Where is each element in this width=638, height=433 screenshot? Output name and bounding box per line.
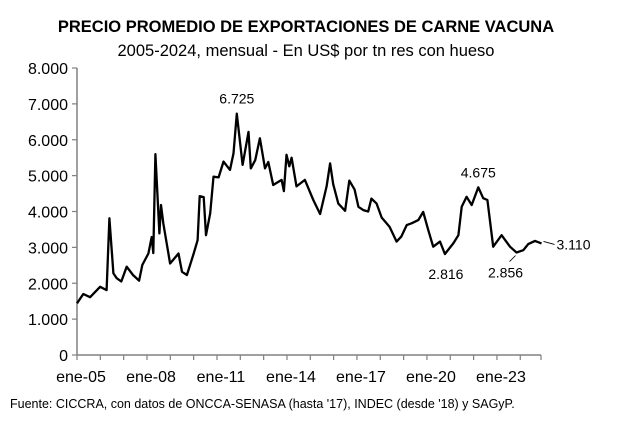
chart-subtitle: 2005-2024, mensual - En US$ por tn res c… xyxy=(118,42,495,60)
y-tick-label: 4.000 xyxy=(28,205,68,222)
y-tick-label: 8.000 xyxy=(28,61,68,78)
y-tick-label: 3.000 xyxy=(28,240,68,257)
chart-title: PRECIO PROMEDIO DE EXPORTACIONES DE CARN… xyxy=(58,18,554,36)
x-tick-label: ene-23 xyxy=(476,369,526,386)
data-label: 2.816 xyxy=(428,266,463,282)
data-label: 3.110 xyxy=(557,236,591,252)
annotations: 6.725 4.675 2.816 2.856 3.110 xyxy=(219,91,590,282)
x-tick-label: ene-14 xyxy=(266,369,316,386)
y-tick-label: 1.000 xyxy=(28,312,68,329)
axes: 0 1.000 2.000 3.000 4.000 5.000 6.000 7.000 8.00… xyxy=(28,61,542,386)
y-tick-label: 5.000 xyxy=(28,169,68,186)
annotation-leader-line xyxy=(543,241,555,245)
x-tick-label: ene-20 xyxy=(406,369,456,386)
y-tick-label: 7.000 xyxy=(28,97,68,114)
x-tick-label: ene-08 xyxy=(126,369,176,386)
data-label: 2.856 xyxy=(488,265,523,281)
y-tick-label: 2.000 xyxy=(28,276,68,293)
source-note: Fuente: CICCRA, con datos de ONCCA-SENAS… xyxy=(10,397,515,411)
data-label: 6.725 xyxy=(219,91,254,107)
x-tick-label: ene-11 xyxy=(197,369,246,386)
annotation-leader-line xyxy=(509,255,516,262)
series-group xyxy=(76,112,542,304)
y-tick-label: 6.000 xyxy=(28,133,68,150)
y-tick-label: 0 xyxy=(59,348,68,365)
x-tick-label: ene-05 xyxy=(56,369,106,386)
x-tick-label: ene-17 xyxy=(336,369,386,386)
series-line xyxy=(76,112,542,304)
data-label: 4.675 xyxy=(461,164,496,180)
